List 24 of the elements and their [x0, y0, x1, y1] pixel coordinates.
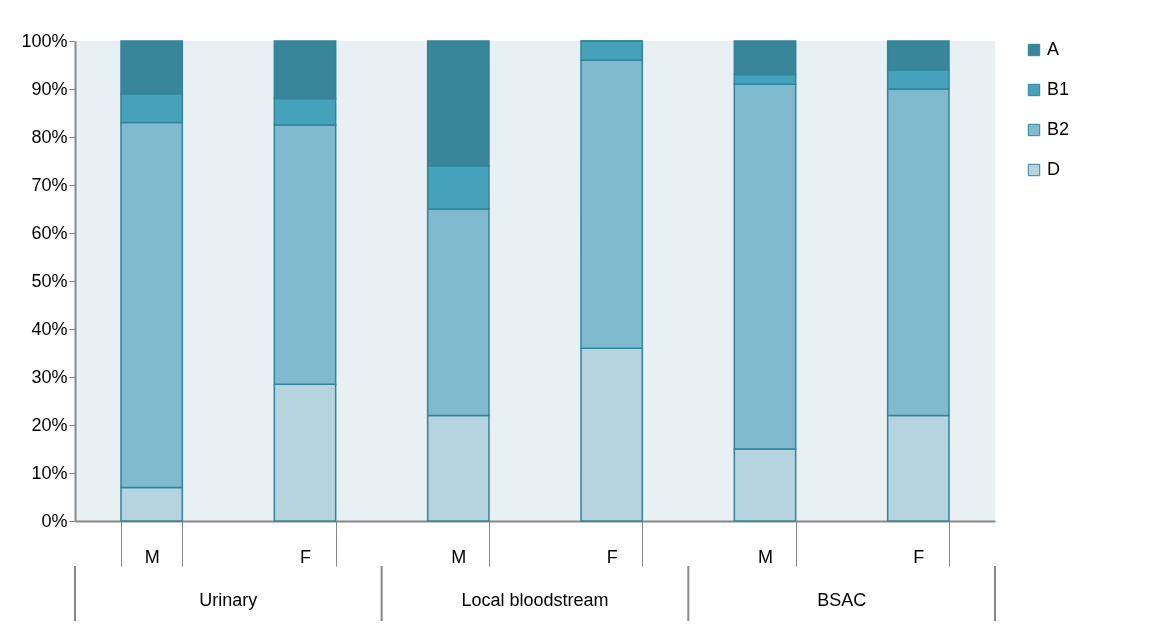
x-tick-label: M: [144, 546, 160, 567]
x-tick-label: M: [451, 546, 467, 567]
y-tick-label: 30%: [31, 366, 68, 387]
legend-label: B1: [1047, 79, 1070, 99]
y-tick-label: 10%: [31, 462, 68, 483]
y-tick-label: 60%: [31, 222, 68, 243]
y-tick-label: 90%: [31, 78, 68, 99]
text: BSAC: [817, 590, 867, 610]
legend-label: D: [1047, 159, 1060, 179]
y-tick-label: 80%: [31, 126, 68, 147]
y-tick-label: 100%: [21, 30, 68, 51]
x-tick-label: F: [606, 546, 618, 567]
x-tick-label: F: [300, 546, 311, 567]
text: Urinary: [199, 590, 258, 610]
y-tick-label: 40%: [31, 318, 68, 339]
x-tick-label: F: [913, 546, 925, 567]
x-tick-label: M: [758, 546, 773, 567]
y-tick-label: 50%: [31, 270, 68, 291]
y-tick-label: 20%: [31, 414, 68, 435]
text: Local bloodstream: [461, 590, 609, 610]
y-tick-label: 0%: [41, 510, 68, 531]
y-tick-label: 70%: [31, 174, 68, 195]
legend-label: A: [1047, 39, 1060, 59]
legend-label: B2: [1047, 119, 1070, 139]
